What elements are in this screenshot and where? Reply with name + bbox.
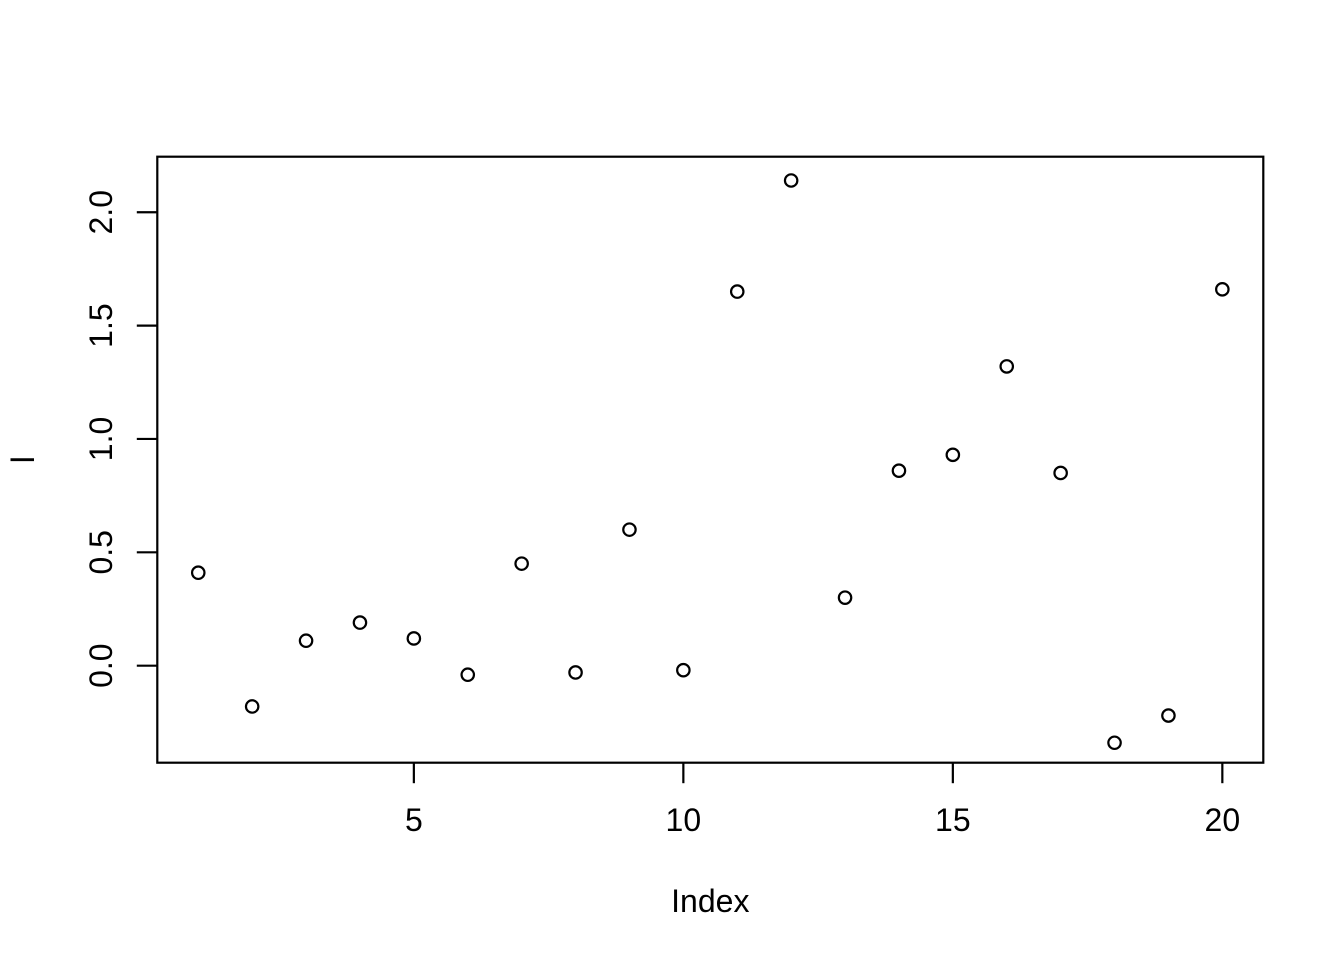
data-point (568, 665, 583, 680)
data-point (945, 447, 961, 463)
data-point (676, 662, 691, 678)
data-point (999, 359, 1015, 374)
x-tick-label: 15 (935, 802, 971, 838)
data-point (244, 699, 260, 714)
y-tick-label: 1.5 (83, 303, 119, 347)
y-axis-title: l (5, 456, 41, 463)
data-point (460, 667, 476, 683)
data-point (783, 173, 799, 188)
data-point (1053, 465, 1068, 481)
data-point (406, 631, 422, 646)
data-point (891, 463, 907, 478)
data-point (1107, 735, 1122, 751)
data-point (298, 633, 314, 649)
y-tick-label: 1.0 (83, 417, 119, 461)
plot-border (156, 155, 1265, 764)
data-point (1161, 708, 1176, 723)
x-tick-label: 5 (405, 802, 423, 838)
data-point (837, 590, 853, 605)
data-point (622, 522, 637, 537)
y-tick-label: 0.5 (83, 530, 119, 574)
data-point (514, 556, 529, 571)
data-point (729, 284, 745, 299)
x-tick-label: 10 (666, 802, 702, 838)
y-tick-label: 0.0 (83, 643, 119, 687)
data-point (352, 615, 368, 630)
data-point (190, 565, 206, 581)
x-tick-label: 20 (1205, 802, 1241, 838)
y-tick-label: 2.0 (83, 190, 119, 234)
x-axis-title: Index (671, 883, 749, 919)
data-point (1215, 282, 1230, 297)
